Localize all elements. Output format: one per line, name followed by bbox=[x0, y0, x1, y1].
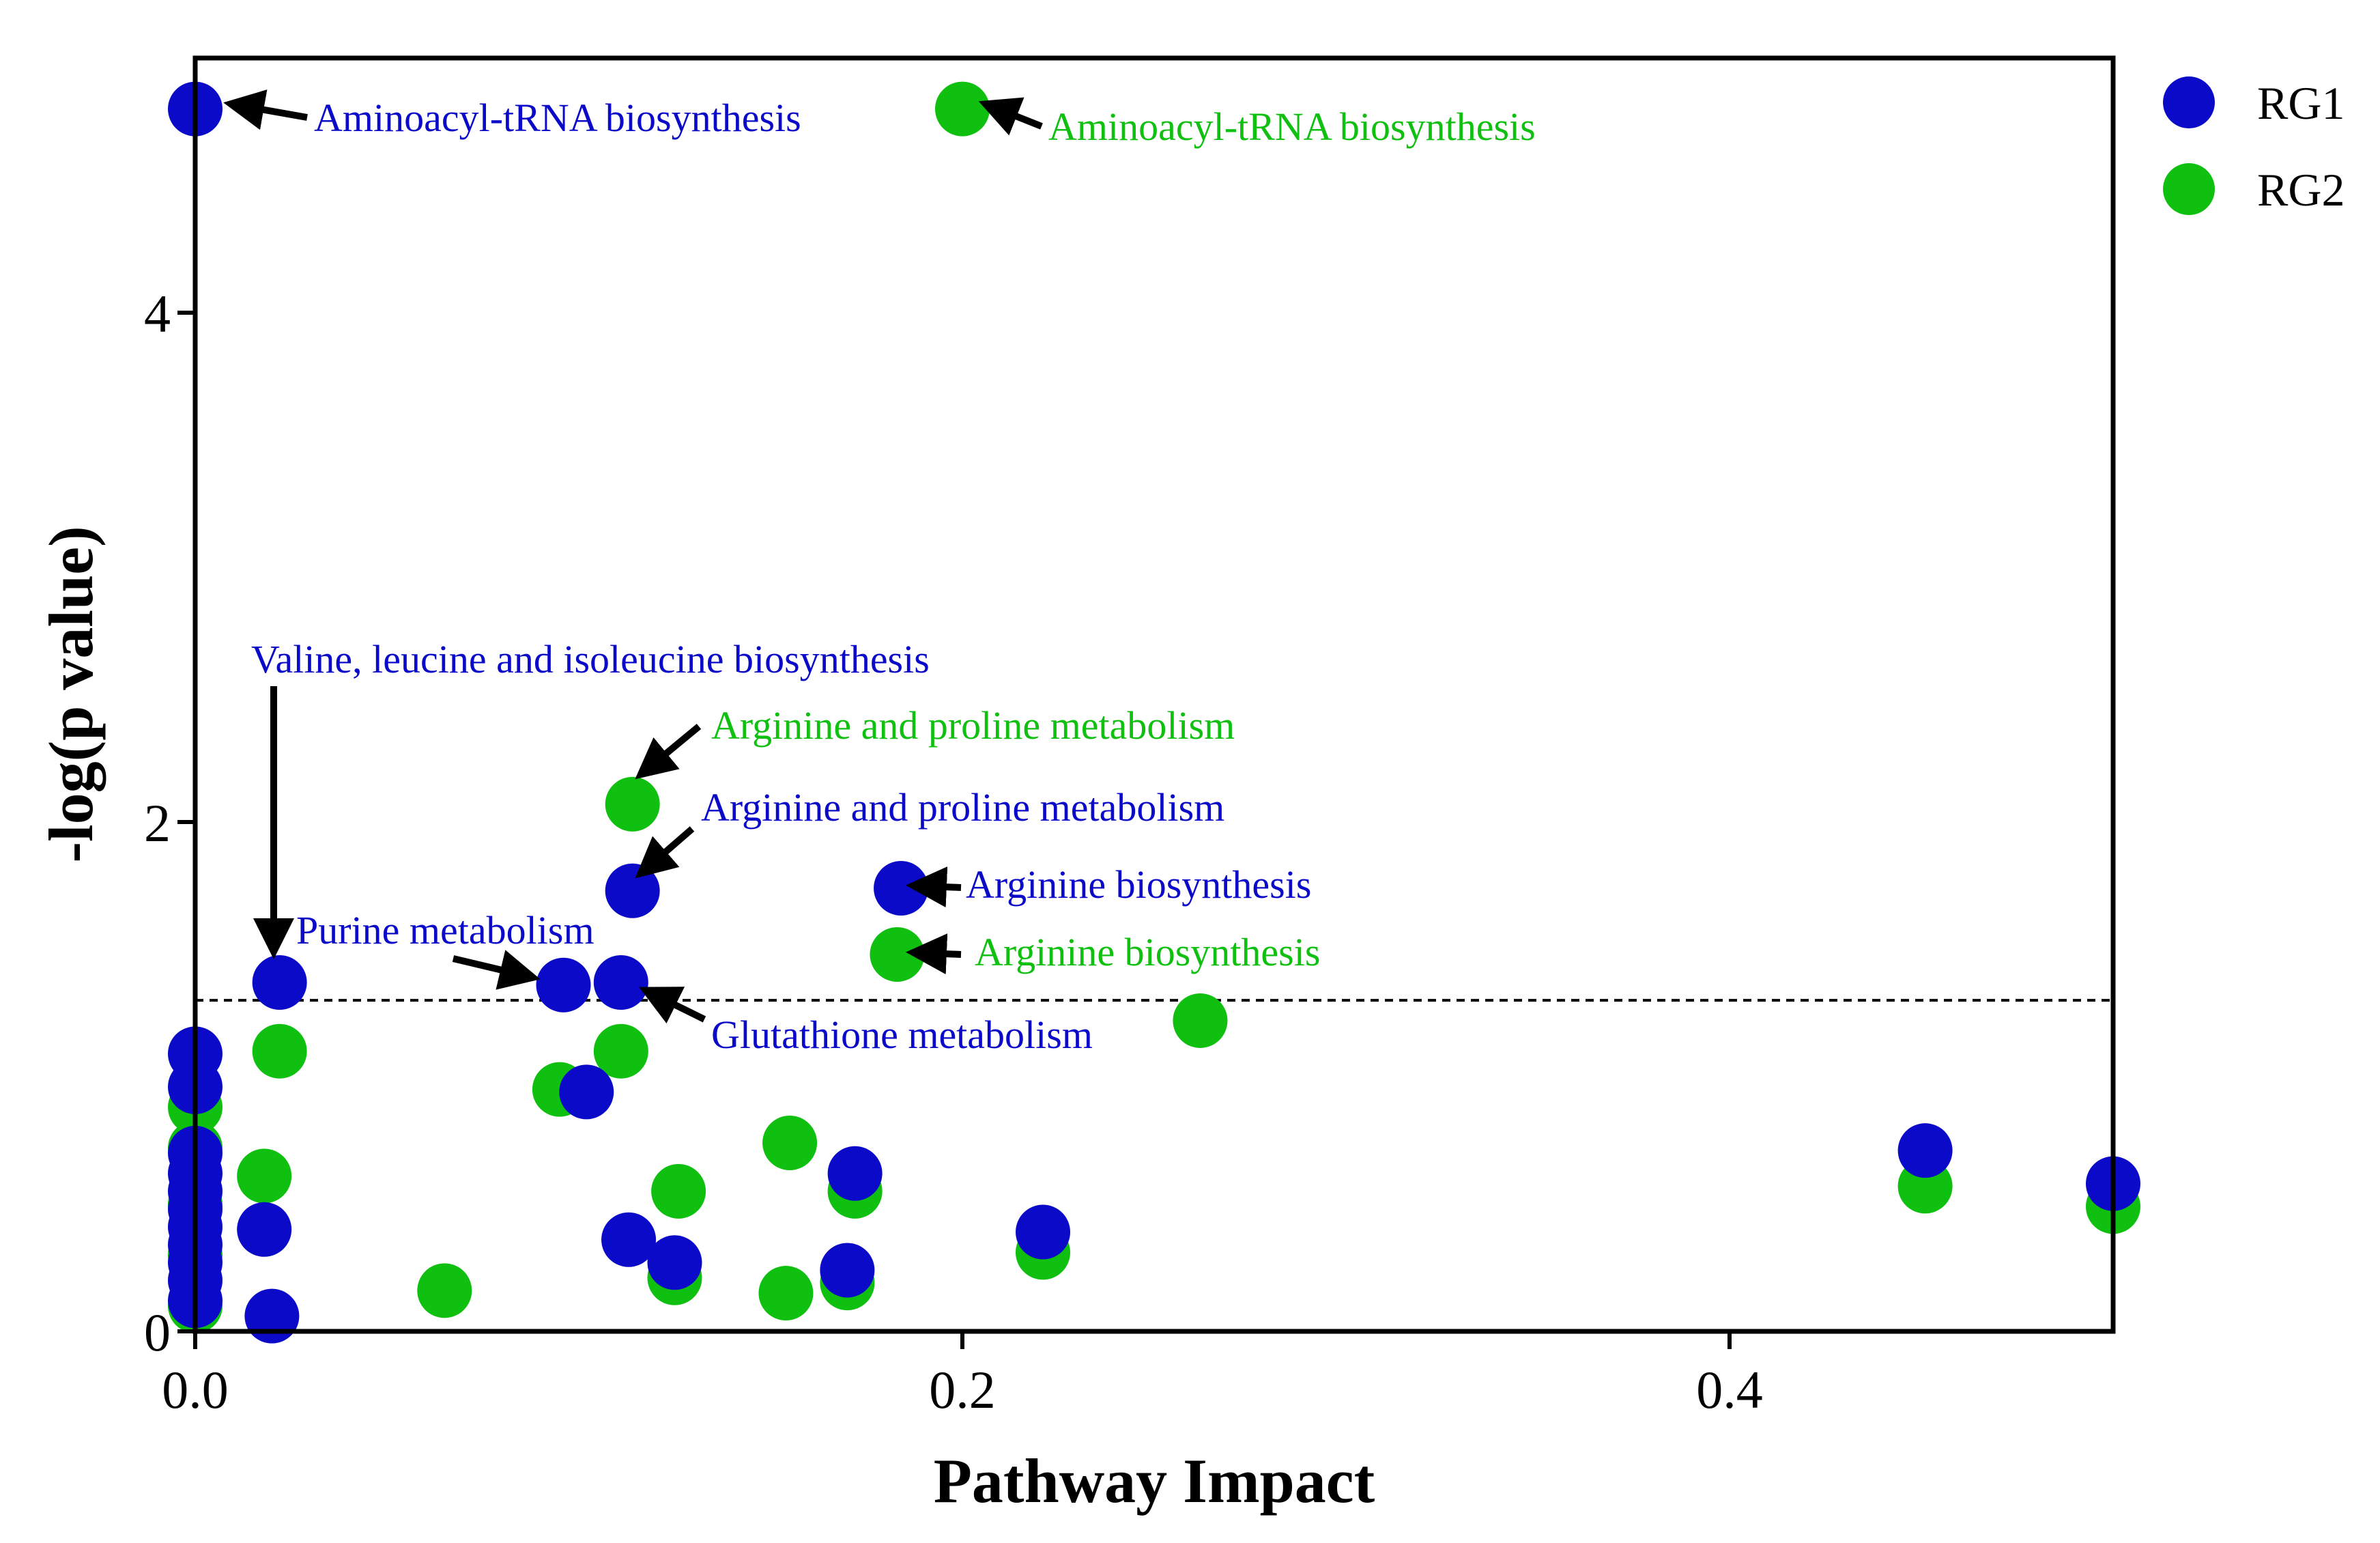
point-rg2 bbox=[237, 1148, 292, 1204]
plot-frame bbox=[192, 55, 2116, 1334]
point-rg2 bbox=[417, 1263, 472, 1318]
legend-marker-rg1 bbox=[2163, 76, 2215, 128]
annotation-arrow bbox=[452, 950, 541, 990]
annotation-arrow bbox=[639, 987, 706, 1024]
y-tick-label: 2 bbox=[144, 793, 171, 853]
annotation-label: Aminoacyl-tRNA biosynthesis bbox=[314, 96, 801, 140]
annotation-label: Arginine and proline metabolism bbox=[701, 785, 1224, 830]
annotation-arrow bbox=[635, 826, 695, 879]
point-rg1 bbox=[1897, 1123, 1953, 1178]
point-rg1 bbox=[593, 954, 648, 1010]
point-rg1 bbox=[647, 1235, 702, 1290]
point-rg2 bbox=[593, 1023, 648, 1079]
point-rg2 bbox=[1173, 993, 1228, 1048]
x-tick-label: 0.2 bbox=[929, 1360, 996, 1419]
point-rg1 bbox=[536, 957, 591, 1013]
annotation-arrow bbox=[635, 724, 702, 780]
point-rg1 bbox=[237, 1202, 292, 1257]
y-tick-label: 0 bbox=[144, 1303, 171, 1362]
legend-label-rg1: RG1 bbox=[2257, 77, 2345, 129]
annotation-label: Arginine biosynthesis bbox=[966, 862, 1311, 907]
point-rg1 bbox=[827, 1146, 883, 1201]
y-tick-label: 4 bbox=[144, 284, 171, 343]
point-rg2 bbox=[252, 1023, 307, 1079]
annotation-arrow bbox=[223, 89, 308, 130]
annotation-label: Arginine and proline metabolism bbox=[711, 703, 1235, 748]
point-rg2 bbox=[758, 1266, 814, 1321]
annotation-label: Glutathione metabolism bbox=[711, 1013, 1093, 1057]
point-rg2 bbox=[651, 1163, 706, 1219]
annotation-label: Valine, leucine and isoleucine biosynthe… bbox=[251, 637, 930, 681]
x-tick-label: 0.4 bbox=[1696, 1360, 1763, 1419]
legend-label-rg2: RG2 bbox=[2257, 164, 2345, 216]
point-rg1 bbox=[820, 1243, 875, 1298]
point-rg1 bbox=[244, 1288, 300, 1344]
x-axis-title: Pathway Impact bbox=[934, 1446, 1375, 1516]
annotation-label: Purine metabolism bbox=[296, 908, 594, 952]
point-rg1 bbox=[1016, 1204, 1071, 1260]
annotation-arrow bbox=[906, 933, 962, 975]
point-rg2 bbox=[605, 776, 660, 832]
y-axis-title: -log(p value) bbox=[36, 526, 106, 862]
point-rg1 bbox=[601, 1212, 657, 1267]
annotation-label: Arginine biosynthesis bbox=[975, 930, 1320, 974]
point-rg1 bbox=[605, 863, 660, 918]
annotation-label: Aminoacyl-tRNA biosynthesis bbox=[1048, 104, 1536, 149]
legend-marker-rg2 bbox=[2163, 163, 2215, 215]
point-rg2 bbox=[762, 1115, 818, 1170]
point-rg2 bbox=[935, 81, 990, 137]
annotation-arrow bbox=[906, 866, 962, 908]
x-tick-label: 0.0 bbox=[162, 1360, 229, 1419]
point-rg1 bbox=[252, 954, 307, 1010]
annotation-arrow bbox=[978, 97, 1043, 136]
point-rg1 bbox=[559, 1064, 614, 1120]
